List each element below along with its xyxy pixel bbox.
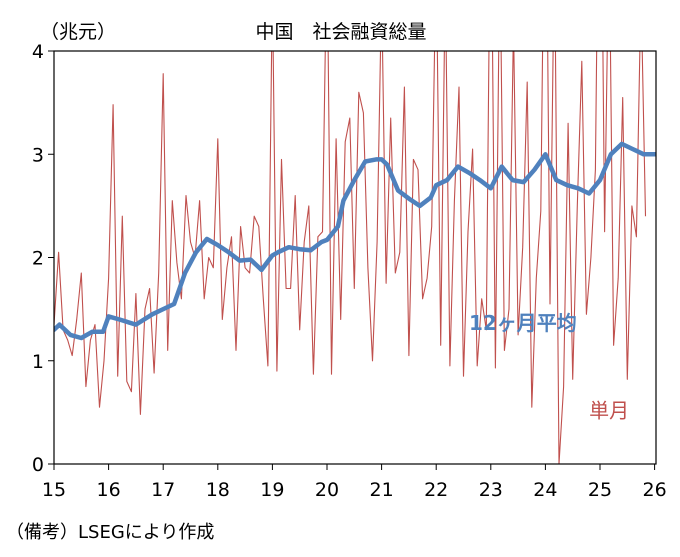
x-tick-label: 20 — [315, 479, 339, 501]
y-tick-label: 2 — [32, 248, 44, 270]
x-tick-label: 26 — [643, 479, 667, 501]
y-tick-label: 0 — [32, 454, 44, 476]
x-tick-label: 24 — [533, 479, 557, 501]
x-tick-label: 25 — [588, 479, 612, 501]
x-tick-label: 18 — [206, 479, 230, 501]
x-ticks: 15 16 17 18 19 20 21 22 23 24 25 26 — [42, 464, 667, 501]
y-axis-unit: （兆元） — [40, 21, 116, 43]
y-ticks: 0 1 2 3 4 — [32, 41, 54, 476]
y-tick-label: 4 — [32, 41, 44, 63]
x-tick-label: 15 — [42, 479, 66, 501]
series-label-monthly: 単月 — [589, 399, 629, 423]
series-monthly-line — [54, 51, 647, 464]
x-tick-label: 17 — [151, 479, 175, 501]
y-tick-label: 3 — [32, 144, 44, 166]
x-tick-label: 16 — [97, 479, 121, 501]
x-tick-label: 22 — [424, 479, 448, 501]
source-note: （備考）LSEGにより作成 — [6, 522, 214, 543]
x-tick-label: 21 — [370, 479, 394, 501]
x-tick-label: 23 — [479, 479, 503, 501]
series-label-12m-average: 12ヶ月平均 — [469, 311, 577, 335]
y-tick-label: 1 — [32, 351, 44, 373]
series-12m-average-line — [54, 141, 656, 341]
series-lines — [54, 51, 656, 464]
chart-title: 中国 社会融資総量 — [255, 21, 426, 43]
x-tick-label: 19 — [260, 479, 284, 501]
